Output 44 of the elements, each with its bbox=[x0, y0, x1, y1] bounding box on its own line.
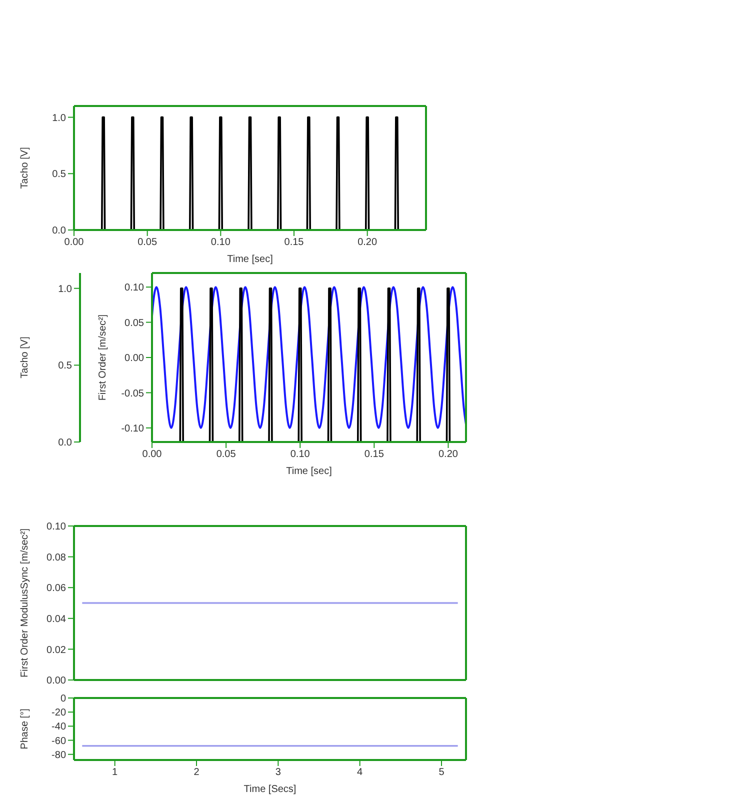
y-axis-title: Phase [°] bbox=[20, 708, 31, 750]
y-tick-label: 0.02 bbox=[46, 644, 66, 656]
y-tick-label: -80 bbox=[52, 750, 66, 761]
y-tick-label: 0.04 bbox=[46, 614, 66, 625]
x-tick-label: 1 bbox=[112, 767, 118, 778]
y2-tick-label: 0.00 bbox=[124, 353, 144, 364]
y-tick-label: 0.5 bbox=[58, 360, 72, 372]
x-tick-label: 0.10 bbox=[290, 449, 310, 460]
x-tick-label: 0.20 bbox=[438, 449, 458, 460]
y-tick-label: 0.0 bbox=[52, 226, 66, 237]
x-tick-label: 5 bbox=[438, 767, 445, 778]
x-tick-label: 0.10 bbox=[210, 237, 231, 248]
x-tick-label: 0.05 bbox=[138, 237, 158, 248]
x-axis-title: Time [Secs] bbox=[244, 784, 296, 795]
y-tick-label: -60 bbox=[52, 736, 66, 747]
y-tick-label: -40 bbox=[52, 722, 66, 733]
y-tick-label: 1.0 bbox=[52, 112, 66, 124]
x-tick-label: 0.20 bbox=[358, 237, 378, 248]
x-axis-title: Time [sec] bbox=[227, 254, 274, 265]
x-axis-title: Time [sec] bbox=[286, 466, 332, 477]
y-tick-label: -20 bbox=[52, 708, 66, 719]
x-tick-label: 0.15 bbox=[284, 237, 304, 248]
x-tick-label: 0.15 bbox=[364, 449, 384, 460]
y-axis-title: First Order ModulusSync [m/sec²] bbox=[20, 528, 31, 678]
y-tick-label: 0.10 bbox=[46, 522, 66, 533]
y2-tick-label: 0.10 bbox=[124, 282, 144, 294]
y-axis-title: Tacho [V] bbox=[20, 336, 31, 378]
y-tick-label: 0.0 bbox=[58, 438, 72, 449]
y2-axis-title: First Order [m/sec²] bbox=[98, 314, 109, 401]
y-tick-label: 1.0 bbox=[58, 284, 72, 295]
x-tick-label: 2 bbox=[194, 767, 200, 778]
y-axis-title: Tacho [V] bbox=[20, 146, 31, 189]
y-tick-label: 0.00 bbox=[46, 676, 66, 687]
y2-tick-label: 0.05 bbox=[124, 318, 144, 329]
x-tick-label: 4 bbox=[357, 767, 364, 778]
x-tick-label: 0.00 bbox=[142, 449, 162, 460]
x-tick-label: 0.05 bbox=[216, 449, 236, 460]
y-tick-label: 0.5 bbox=[52, 169, 66, 180]
y2-tick-label: -0.10 bbox=[121, 423, 144, 434]
y-tick-label: 0 bbox=[60, 694, 66, 705]
y-tick-label: 0.08 bbox=[46, 552, 66, 564]
x-tick-label: 3 bbox=[275, 767, 282, 778]
y-tick-label: 0.06 bbox=[46, 583, 66, 594]
y2-tick-label: -0.05 bbox=[121, 388, 144, 400]
